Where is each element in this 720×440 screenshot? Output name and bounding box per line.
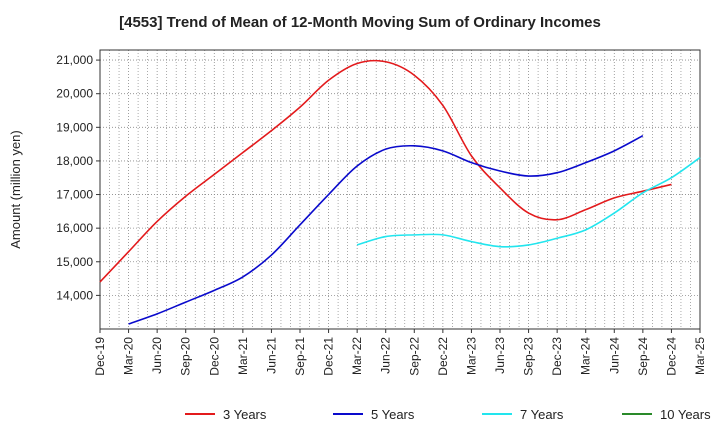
x-tick-label: Mar-22 bbox=[350, 337, 364, 375]
x-tick-label: Dec-22 bbox=[436, 337, 450, 376]
legend-label-3-years: 3 Years bbox=[223, 407, 267, 422]
x-tick-label: Sep-22 bbox=[407, 337, 421, 376]
x-tick-label: Dec-21 bbox=[322, 337, 336, 376]
y-tick-label: 20,000 bbox=[56, 87, 93, 101]
x-tick-label: Sep-21 bbox=[293, 337, 307, 376]
y-tick-label: 18,000 bbox=[56, 154, 93, 168]
x-tick-label: Jun-24 bbox=[607, 337, 621, 374]
y-tick-label: 14,000 bbox=[56, 288, 93, 302]
y-tick-label: 19,000 bbox=[56, 120, 93, 134]
x-tick-label: Mar-20 bbox=[122, 337, 136, 375]
y-tick-label: 21,000 bbox=[56, 53, 93, 67]
x-tick-label: Sep-23 bbox=[522, 337, 536, 376]
x-tick-label: Jun-22 bbox=[379, 337, 393, 374]
legend-label-10-years: 10 Years bbox=[660, 407, 711, 422]
x-tick-label: Dec-24 bbox=[664, 337, 678, 376]
legend-label-5-years: 5 Years bbox=[371, 407, 415, 422]
y-axis-label: Amount (million yen) bbox=[8, 130, 23, 249]
series-line-3-years bbox=[99, 59, 672, 283]
x-tick-label: Dec-23 bbox=[550, 337, 564, 376]
plot-border bbox=[99, 49, 701, 330]
x-tick-label: Jun-21 bbox=[264, 337, 278, 374]
y-tick-label: 15,000 bbox=[56, 255, 93, 269]
x-tick-label: Dec-20 bbox=[207, 337, 221, 376]
chart-title: [4553] Trend of Mean of 12-Month Moving … bbox=[119, 14, 601, 31]
x-tick-label: Mar-24 bbox=[579, 337, 593, 375]
x-tick-label: Mar-21 bbox=[236, 337, 250, 375]
x-tick-label: Sep-20 bbox=[179, 337, 193, 376]
x-tick-label: Jun-20 bbox=[150, 337, 164, 374]
y-tick-label: 17,000 bbox=[56, 188, 93, 202]
x-tick-label: Dec-19 bbox=[93, 337, 107, 376]
series-line-7-years bbox=[356, 156, 701, 248]
x-tick-label: Mar-23 bbox=[464, 337, 478, 375]
x-tick-label: Sep-24 bbox=[636, 337, 650, 376]
x-tick-label: Jun-23 bbox=[493, 337, 507, 374]
y-tick-label: 16,000 bbox=[56, 221, 93, 235]
x-tick-label: Mar-25 bbox=[693, 337, 707, 375]
series-line-5-years bbox=[128, 135, 644, 325]
legend-label-7-years: 7 Years bbox=[520, 407, 564, 422]
